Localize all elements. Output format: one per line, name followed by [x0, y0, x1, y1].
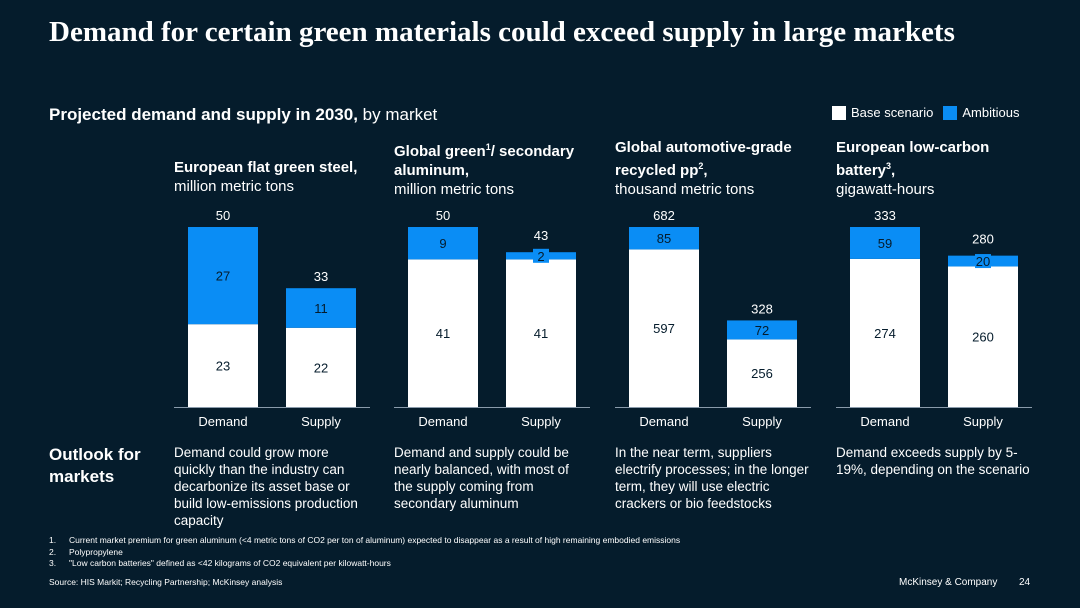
- label-total-3-1: 280: [972, 232, 994, 247]
- category-label-3-0: Demand: [860, 414, 909, 429]
- footnote-2-num: 2.: [49, 546, 57, 557]
- bar-ambitious-3-0: [850, 227, 920, 259]
- brand-name: McKinsey & Company: [899, 577, 998, 588]
- label-total-0-1: 33: [314, 269, 328, 284]
- subtitle-rest: by market: [357, 105, 438, 124]
- panel-title-aluminum: Global green1/ secondary aluminum, milli…: [394, 138, 604, 199]
- label-ambitious-2-1: 72: [755, 323, 769, 338]
- page-number: 24: [1019, 577, 1031, 588]
- footnote-3-text: "Low carbon batteries" defined as <42 ki…: [69, 558, 391, 568]
- footnote-3: 3. "Low carbon batteries" defined as <42 …: [49, 558, 680, 570]
- footnote-3-num: 3.: [49, 558, 57, 568]
- legend-label-base: Base scenario: [851, 105, 934, 120]
- label-total-1-0: 50: [436, 208, 450, 223]
- bar-ambitious-0-0: [188, 227, 258, 325]
- outlook-text-aluminum: Demand and supply could be nearly balanc…: [394, 445, 569, 511]
- legend: Base scenario Ambitious: [832, 105, 1029, 120]
- bar-base-1-0: [408, 259, 478, 407]
- bar-ambitious-2-1: [727, 320, 797, 340]
- label-ambitious-1-0: 9: [439, 236, 446, 251]
- source-note: Source: HIS Markit; Recycling Partnershi…: [49, 577, 283, 587]
- page-title: Demand for certain green materials could…: [49, 16, 955, 48]
- label-base-2-1: 256: [751, 366, 773, 381]
- footnote-2: 2. Polypropylene: [49, 547, 680, 559]
- outlook-text-pp: In the near term, suppliers electrify pr…: [615, 445, 809, 511]
- footnote-ref-1: 1: [485, 142, 491, 152]
- footnote-ref-2: 2: [698, 161, 704, 171]
- footnotes: 1. Current market premium for green alumi…: [49, 535, 680, 570]
- legend-item-ambitious: Ambitious: [943, 105, 1019, 120]
- bar-base-3-1: [948, 266, 1018, 407]
- legend-swatch-base: [832, 105, 846, 120]
- category-label-3-1: Supply: [963, 414, 1003, 429]
- label-total-2-0: 682: [653, 208, 675, 223]
- label-base-3-1: 260: [972, 330, 994, 345]
- category-label-1-1: Supply: [521, 414, 561, 429]
- panel-title-steel-bold: European flat green steel,: [174, 159, 358, 176]
- label-base-1-0: 41: [436, 326, 450, 341]
- footnote-1-num: 1.: [49, 535, 57, 545]
- category-label-2-1: Supply: [742, 414, 782, 429]
- label-total-0-0: 50: [216, 208, 230, 223]
- legend-swatch-ambitious: [943, 105, 958, 120]
- label-total-2-1: 328: [751, 301, 773, 316]
- label-total-3-0: 333: [874, 208, 896, 223]
- panel-title-pp: Global automotive-grade recycled pp2, th…: [615, 138, 815, 199]
- panel-title-battery-bold: European low-carbon battery: [836, 139, 990, 179]
- bar-ambitious-1-0: [408, 227, 478, 260]
- category-label-0-0: Demand: [198, 414, 247, 429]
- chart-subtitle: Projected demand and supply in 2030, by …: [49, 105, 437, 125]
- label-total-1-1: 43: [534, 228, 548, 243]
- label-ambitious-1-1: 2: [537, 249, 544, 264]
- label-ambitious-3-0: 59: [878, 236, 892, 251]
- subtitle-bold: Projected demand and supply in 2030,: [49, 105, 358, 124]
- outlook-text-battery: Demand exceeds supply by 5-19%, dependin…: [836, 445, 1030, 477]
- category-label-0-1: Supply: [301, 414, 341, 429]
- label-base-0-1: 22: [314, 360, 328, 375]
- label-base-2-0: 597: [653, 321, 675, 336]
- panel-unit-battery: gigawatt-hours: [836, 181, 935, 198]
- label-ambitious-2-0: 85: [657, 231, 671, 246]
- label-ambitious-3-1: 20: [976, 254, 990, 269]
- bar-base-1-1: [506, 259, 576, 407]
- bar-base-0-1: [286, 327, 356, 407]
- label-ambitious-0-1: 11: [314, 301, 328, 316]
- outlook-text-steel: Demand could grow more quickly than the …: [174, 445, 358, 528]
- bar-ambitious-0-1: [286, 288, 356, 328]
- panel-unit-steel: million metric tons: [174, 178, 295, 195]
- footnote-1-text: Current market premium for green aluminu…: [69, 535, 681, 545]
- bar-base-3-0: [850, 258, 920, 407]
- label-ambitious-0-0: 27: [216, 269, 230, 284]
- panel-title-battery-bold-after: ,: [891, 162, 896, 179]
- category-label-1-0: Demand: [418, 414, 467, 429]
- footnote-ref-3: 3: [886, 161, 892, 171]
- outlook-label: Outlook for markets: [49, 445, 141, 486]
- panel-title-battery: European low-carbon battery3, gigawatt-h…: [836, 138, 1016, 199]
- bar-base-0-0: [188, 324, 258, 407]
- panel-title-pp-bold-after: ,: [703, 162, 708, 179]
- label-bg-ambitious-3-1: [975, 254, 991, 269]
- legend-label-ambitious: Ambitious: [962, 105, 1020, 120]
- bar-ambitious-2-0: [629, 227, 699, 250]
- bar-base-2-0: [629, 249, 699, 407]
- footnote-2-text: Polypropylene: [69, 546, 123, 557]
- footnote-1: 1. Current market premium for green alumi…: [49, 535, 680, 547]
- legend-item-base: Base scenario: [832, 105, 933, 120]
- label-bg-ambitious-1-1: [533, 248, 549, 263]
- panel-title-pp-bold: Global automotive-grade recycled pp: [615, 139, 792, 179]
- panel-unit-pp: thousand metric tons: [615, 181, 755, 198]
- label-base-3-0: 274: [874, 326, 896, 341]
- panel-title-steel: European flat green steel, million metri…: [174, 158, 384, 196]
- panel-title-aluminum-bold-after: / secondary aluminum,: [394, 143, 575, 179]
- label-base-1-1: 41: [534, 326, 548, 341]
- panel-unit-aluminum: million metric tons: [394, 181, 515, 198]
- category-label-2-0: Demand: [639, 414, 688, 429]
- bar-base-2-1: [727, 339, 797, 407]
- label-base-0-0: 23: [216, 359, 230, 374]
- panel-title-aluminum-bold: Global green: [394, 143, 486, 160]
